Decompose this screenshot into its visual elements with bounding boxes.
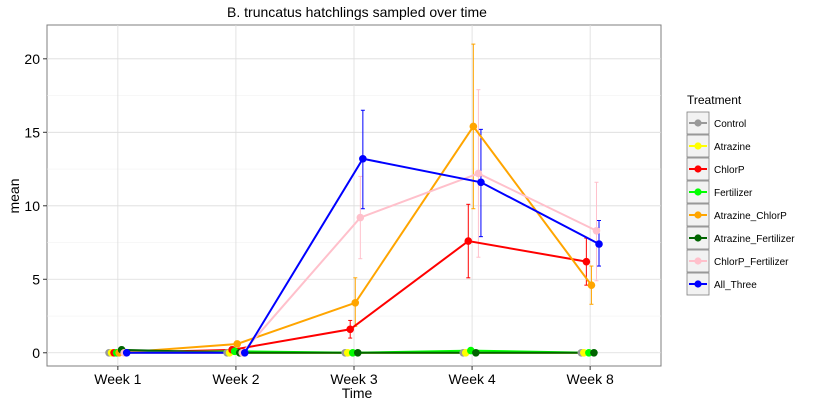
legend-label: Control [714,119,746,130]
data-point [587,281,596,289]
legend-item: ChlorP_Fertilizer [686,249,789,273]
x-tick-label: Week 8 [567,371,614,387]
legend-label: Atrazine [714,142,751,153]
legend-item: Atrazine [686,134,751,158]
y-axis-title: mean [6,178,22,213]
data-point [351,298,360,307]
legend-key-point [694,119,702,127]
data-point [233,340,241,348]
data-point [592,226,601,235]
data-point [359,154,367,163]
legend-item: Atrazine_Fertilizer [686,226,795,250]
data-point [469,122,478,131]
data-point [346,325,355,334]
y-tick-label: 0 [32,345,40,361]
legend-key-point [694,280,702,288]
data-point [122,348,131,357]
y-axis: 0 5 10 15 20 [24,51,47,361]
x-tick-label: Week 2 [212,371,259,387]
data-point [582,257,591,266]
y-tick-label: 15 [24,124,40,140]
legend-label: All_Three [714,280,757,291]
legend-item: Fertilizer [686,180,753,204]
legend: Treatment Control Atrazine ChlorP Fertilize… [686,93,795,296]
x-tick-label: Week 3 [330,371,377,387]
data-point [240,348,249,357]
legend-title: Treatment [687,93,742,107]
chart-title: B. truncatus hatchlings sampled over tim… [227,4,487,20]
x-tick-label: Week 1 [94,371,141,387]
legend-key-point [694,234,702,242]
data-point [474,169,483,178]
legend-item: Control [686,111,746,135]
x-axis: Week 1 Week 2 Week 3 Week 4 Week 8 [94,366,614,387]
legend-key-point [694,211,702,219]
data-point [356,213,365,222]
x-tick-label: Week 4 [448,371,495,387]
legend-item: Atrazine_ChlorP [686,203,787,227]
data-points [105,122,603,357]
y-tick-label: 10 [24,198,40,214]
legend-label: ChlorP [714,165,745,176]
data-point [353,348,362,357]
legend-label: Fertilizer [714,188,753,199]
legend-item: All_Three [686,272,757,296]
y-tick-label: 5 [32,271,40,287]
data-point [590,348,598,357]
legend-label: Atrazine_Fertilizer [714,234,795,245]
x-axis-title: Time [342,385,373,401]
legend-key-point [694,165,702,173]
data-point [595,240,603,248]
legend-label: Atrazine_ChlorP [714,211,787,222]
legend-key-point [694,257,702,265]
data-point [472,348,480,357]
y-tick-label: 20 [24,51,40,67]
legend-key-point [694,188,702,196]
legend-key-point [694,142,702,150]
data-point [464,237,473,245]
legend-item: ChlorP [686,157,745,181]
legend-label: ChlorP_Fertilizer [714,257,789,268]
data-point [477,178,485,187]
